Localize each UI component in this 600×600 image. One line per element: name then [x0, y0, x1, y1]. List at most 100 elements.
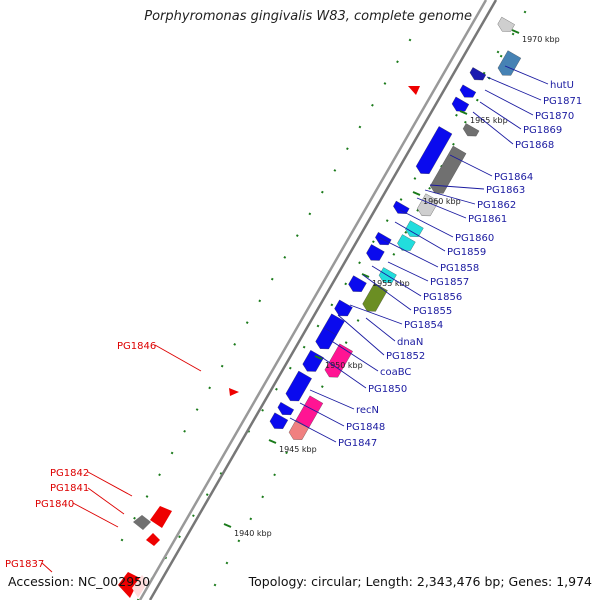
label-leader-line [379, 237, 439, 268]
gene-arrow [497, 50, 522, 76]
genome-summary: Topology: circular; Length: 2,343,476 bp… [248, 574, 592, 589]
gene-arrow [324, 343, 353, 378]
inner-dotted-guide [213, 583, 217, 587]
label-leader-line [371, 265, 422, 297]
mid-dotted-guide [399, 198, 403, 201]
kbp-label: 1965 kbp [470, 116, 508, 125]
backbone-inner-line [148, 0, 498, 600]
gene-arrow [417, 193, 440, 217]
outer-dotted-guide [270, 277, 274, 281]
gene-arrow [302, 349, 324, 372]
label-leader-line [387, 261, 429, 282]
label-leader-line [484, 89, 534, 116]
gene-label: dnaN [397, 337, 423, 348]
gene-label: recN [356, 405, 379, 416]
kbp-tick [223, 523, 232, 528]
gene-arrow [277, 401, 295, 416]
label-leader-line [41, 562, 53, 573]
mid-dotted-guide [261, 408, 264, 412]
gene-arrow [362, 282, 388, 312]
outer-dotted-guide [170, 451, 174, 455]
gene-label: PG1870 [535, 111, 574, 122]
gene-label: PG1837 [5, 559, 44, 570]
gene-arrow [150, 506, 172, 528]
gene-label: PG1871 [543, 96, 582, 107]
outer-dotted-guide [220, 364, 224, 368]
kbp-tick [459, 110, 468, 115]
outer-dotted-guide [396, 60, 399, 64]
kbp-tick [412, 191, 421, 196]
gene-label: PG1863 [486, 185, 525, 196]
inner-dotted-guide [475, 98, 479, 102]
label-leader-line [87, 471, 133, 497]
kbp-label: 1950 kbp [325, 361, 363, 370]
gene-label: PG1856 [423, 292, 462, 303]
gene-label: PG1854 [404, 320, 443, 331]
label-leader-line [394, 221, 446, 252]
gene-arrow [285, 370, 312, 402]
label-leader-line [429, 184, 485, 190]
label-leader-line [337, 314, 385, 356]
outer-dotted-guide [371, 103, 374, 107]
outer-dotted-guide [333, 169, 337, 172]
gene-arrow [132, 575, 148, 598]
inner-dotted-guide [261, 495, 265, 499]
direction-marker [408, 86, 420, 95]
inner-dotted-guide [320, 385, 324, 389]
kbp-label: 1955 kbp [372, 279, 410, 288]
gene-arrow [469, 67, 487, 81]
outer-dotted-guide [408, 38, 412, 42]
outer-dotted-guide [258, 299, 262, 303]
mid-dotted-guide [178, 535, 181, 539]
kbp-label: 1945 kbp [279, 445, 317, 454]
kbp-tick [314, 355, 323, 360]
inner-dotted-guide [392, 253, 396, 256]
label-leader-line [486, 76, 542, 101]
outer-dotted-guide [233, 342, 237, 346]
mid-dotted-guide [413, 177, 417, 180]
gene-label: PG1860 [455, 233, 494, 244]
gene-arrow [375, 231, 392, 246]
gene-arrow [118, 572, 140, 598]
outer-dotted-guide [145, 495, 149, 498]
outer-dotted-guide [283, 256, 287, 259]
outer-dotted-guide [183, 429, 186, 433]
gene-label: PG1859 [447, 247, 486, 258]
mid-dotted-guide [136, 598, 140, 600]
gene-arrow [459, 84, 477, 98]
label-leader-line [319, 355, 367, 389]
gene-label: PG1855 [413, 306, 452, 317]
gene-label: PG1858 [440, 263, 479, 274]
outer-dotted-guide [195, 408, 199, 411]
gene-arrow [415, 126, 453, 174]
gene-label: PG1852 [386, 351, 425, 362]
inner-dotted-guide [285, 451, 288, 455]
inner-dotted-guide [452, 142, 455, 146]
kbp-tick [361, 273, 370, 278]
label-leader-line [449, 154, 493, 177]
label-leader-line [329, 339, 379, 372]
label-leader-line [479, 101, 522, 130]
label-leader-line [299, 402, 345, 427]
gene-arrow [348, 275, 367, 292]
gene-label: PG1847 [338, 438, 377, 449]
kbp-label: 1970 kbp [522, 35, 560, 44]
mid-dotted-guide [344, 282, 348, 286]
gene-label: PG1864 [494, 172, 533, 183]
gene-label: hutU [550, 80, 574, 91]
label-leader-line [309, 389, 355, 410]
label-leader-line [362, 274, 412, 311]
label-leader-line [72, 502, 119, 528]
mid-dotted-guide [192, 514, 195, 518]
inner-dotted-guide [249, 517, 253, 521]
gene-label: PG1869 [523, 125, 562, 136]
gene-arrow [393, 200, 410, 214]
gene-arrow [133, 515, 151, 530]
mid-dotted-guide [385, 219, 389, 222]
mid-dotted-guide [205, 493, 209, 496]
mid-dotted-guide [455, 113, 458, 117]
label-leader-line [416, 197, 467, 219]
inner-dotted-guide [523, 10, 527, 14]
gene-label: PG1848 [346, 422, 385, 433]
